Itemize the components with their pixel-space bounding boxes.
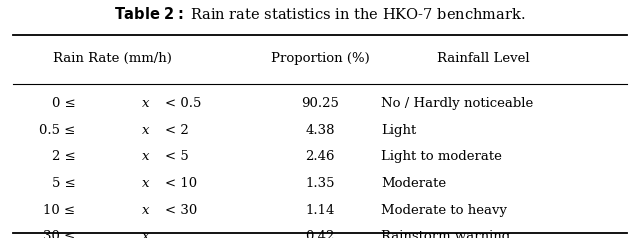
Text: < 5: < 5 xyxy=(165,150,189,163)
Text: x: x xyxy=(142,97,150,110)
Text: 0 ≤: 0 ≤ xyxy=(52,97,76,110)
Text: < 30: < 30 xyxy=(165,204,197,217)
Text: 5 ≤: 5 ≤ xyxy=(52,177,76,190)
Text: $\bf{Table\ 2:}$ Rain rate statistics in the HKO-7 benchmark.: $\bf{Table\ 2:}$ Rain rate statistics in… xyxy=(115,6,525,22)
Text: Moderate to heavy: Moderate to heavy xyxy=(381,204,507,217)
Text: x: x xyxy=(142,124,150,137)
Text: No / Hardly noticeable: No / Hardly noticeable xyxy=(381,97,533,110)
Text: Rainfall Level: Rainfall Level xyxy=(437,52,529,65)
Text: < 2: < 2 xyxy=(165,124,189,137)
Text: Moderate: Moderate xyxy=(381,177,446,190)
Text: 4.38: 4.38 xyxy=(305,124,335,137)
Text: Rain Rate (mm/h): Rain Rate (mm/h) xyxy=(52,52,172,65)
Text: 0.42: 0.42 xyxy=(305,230,335,238)
Text: Light: Light xyxy=(381,124,416,137)
Text: Rainstorm warning: Rainstorm warning xyxy=(381,230,510,238)
Text: 2.46: 2.46 xyxy=(305,150,335,163)
Text: 0.5 ≤: 0.5 ≤ xyxy=(39,124,76,137)
Text: < 10: < 10 xyxy=(165,177,197,190)
Text: 10 ≤: 10 ≤ xyxy=(44,204,76,217)
Text: 30 ≤: 30 ≤ xyxy=(44,230,76,238)
Text: 1.14: 1.14 xyxy=(305,204,335,217)
Text: 1.35: 1.35 xyxy=(305,177,335,190)
Text: 2 ≤: 2 ≤ xyxy=(52,150,76,163)
Text: x: x xyxy=(142,204,150,217)
Text: Proportion (%): Proportion (%) xyxy=(271,52,369,65)
Text: x: x xyxy=(142,177,150,190)
Text: 90.25: 90.25 xyxy=(301,97,339,110)
Text: < 0.5: < 0.5 xyxy=(165,97,202,110)
Text: x: x xyxy=(142,230,150,238)
Text: x: x xyxy=(142,150,150,163)
Text: Light to moderate: Light to moderate xyxy=(381,150,502,163)
